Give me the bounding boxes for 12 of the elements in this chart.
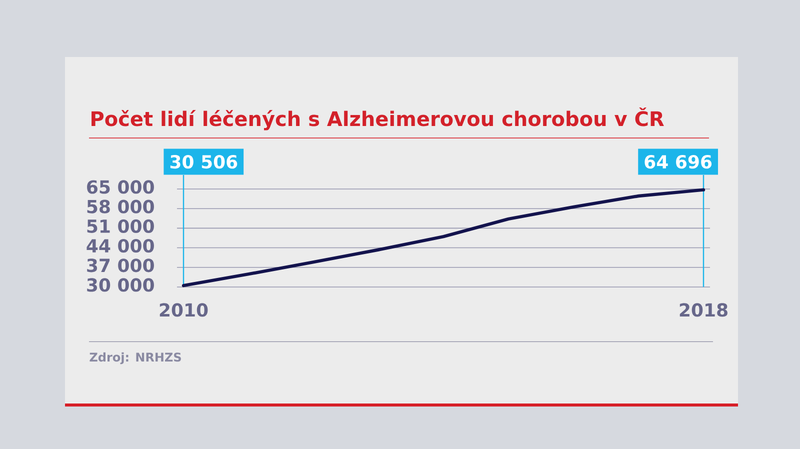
- text: 30 506: [170, 154, 238, 169]
- x-tick-label: 2010: [160, 303, 208, 317]
- text: 64 696: [644, 154, 712, 169]
- y-tick-label: 37 000: [87, 258, 154, 272]
- y-tick-label: 30 000: [87, 278, 154, 292]
- text: Zdroj: NRHZS: [90, 352, 181, 364]
- y-tick-label: 51 000: [87, 219, 154, 233]
- y-tick-label: 65 000: [87, 180, 154, 194]
- chart-title: Počet lidí léčených s Alzheimerovou chorobou v ČR: [92, 107, 664, 130]
- y-tick-label: 58 000: [87, 200, 154, 214]
- x-tick-label: 2018: [680, 303, 728, 317]
- y-tick-label: 44 000: [86, 238, 154, 253]
